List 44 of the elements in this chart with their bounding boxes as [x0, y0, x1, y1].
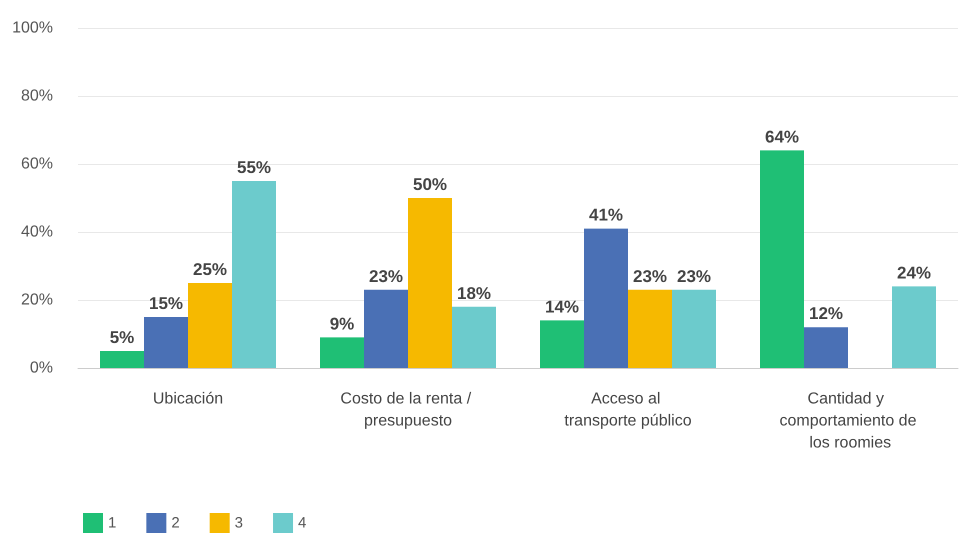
data-label: 25% [192, 260, 228, 279]
data-label: 41% [588, 206, 624, 225]
legend-label: 2 [171, 514, 180, 532]
data-label: 64% [764, 127, 800, 146]
x-tick-label: Acceso al transporte público [564, 390, 692, 430]
bar [584, 228, 628, 368]
x-tick-label: Cantidad y comportamiento de los roomies [780, 390, 917, 452]
bar [100, 351, 144, 368]
bar [804, 327, 848, 368]
bar [320, 337, 364, 368]
bar [628, 290, 672, 368]
data-label: 18% [456, 284, 492, 303]
data-label: 50% [412, 175, 448, 194]
y-tick-label: 20% [20, 292, 53, 308]
y-tick-label: 80% [20, 88, 53, 104]
data-label: 12% [808, 304, 844, 324]
data-label: 15% [148, 294, 184, 313]
legend-label: 3 [234, 514, 244, 532]
legend-label: 4 [298, 514, 306, 532]
legend-label: 1 [108, 514, 116, 532]
bar [232, 181, 276, 368]
data-label: 55% [236, 158, 272, 177]
bar [364, 290, 408, 368]
y-tick-label: 100% [12, 20, 53, 36]
y-tick-label: 60% [20, 156, 53, 172]
data-label: 23% [676, 266, 712, 286]
data-label: 9% [330, 314, 354, 334]
bar [760, 150, 804, 368]
bar [408, 198, 452, 368]
bar [672, 290, 716, 368]
bar [188, 283, 232, 368]
bar [892, 286, 936, 368]
x-tick-label: Costo de la renta / presupuesto [340, 390, 476, 430]
data-label: 23% [368, 266, 404, 286]
data-label: 24% [896, 263, 932, 282]
data-label: 5% [110, 328, 134, 347]
x-tick-label: Ubicación [152, 390, 224, 408]
bar [540, 320, 584, 368]
data-label: 14% [544, 297, 580, 316]
y-tick-label: 40% [20, 224, 53, 240]
bar [452, 306, 496, 368]
bar [144, 317, 188, 368]
data-label: 23% [632, 266, 668, 286]
y-tick-label: 0% [30, 360, 53, 376]
